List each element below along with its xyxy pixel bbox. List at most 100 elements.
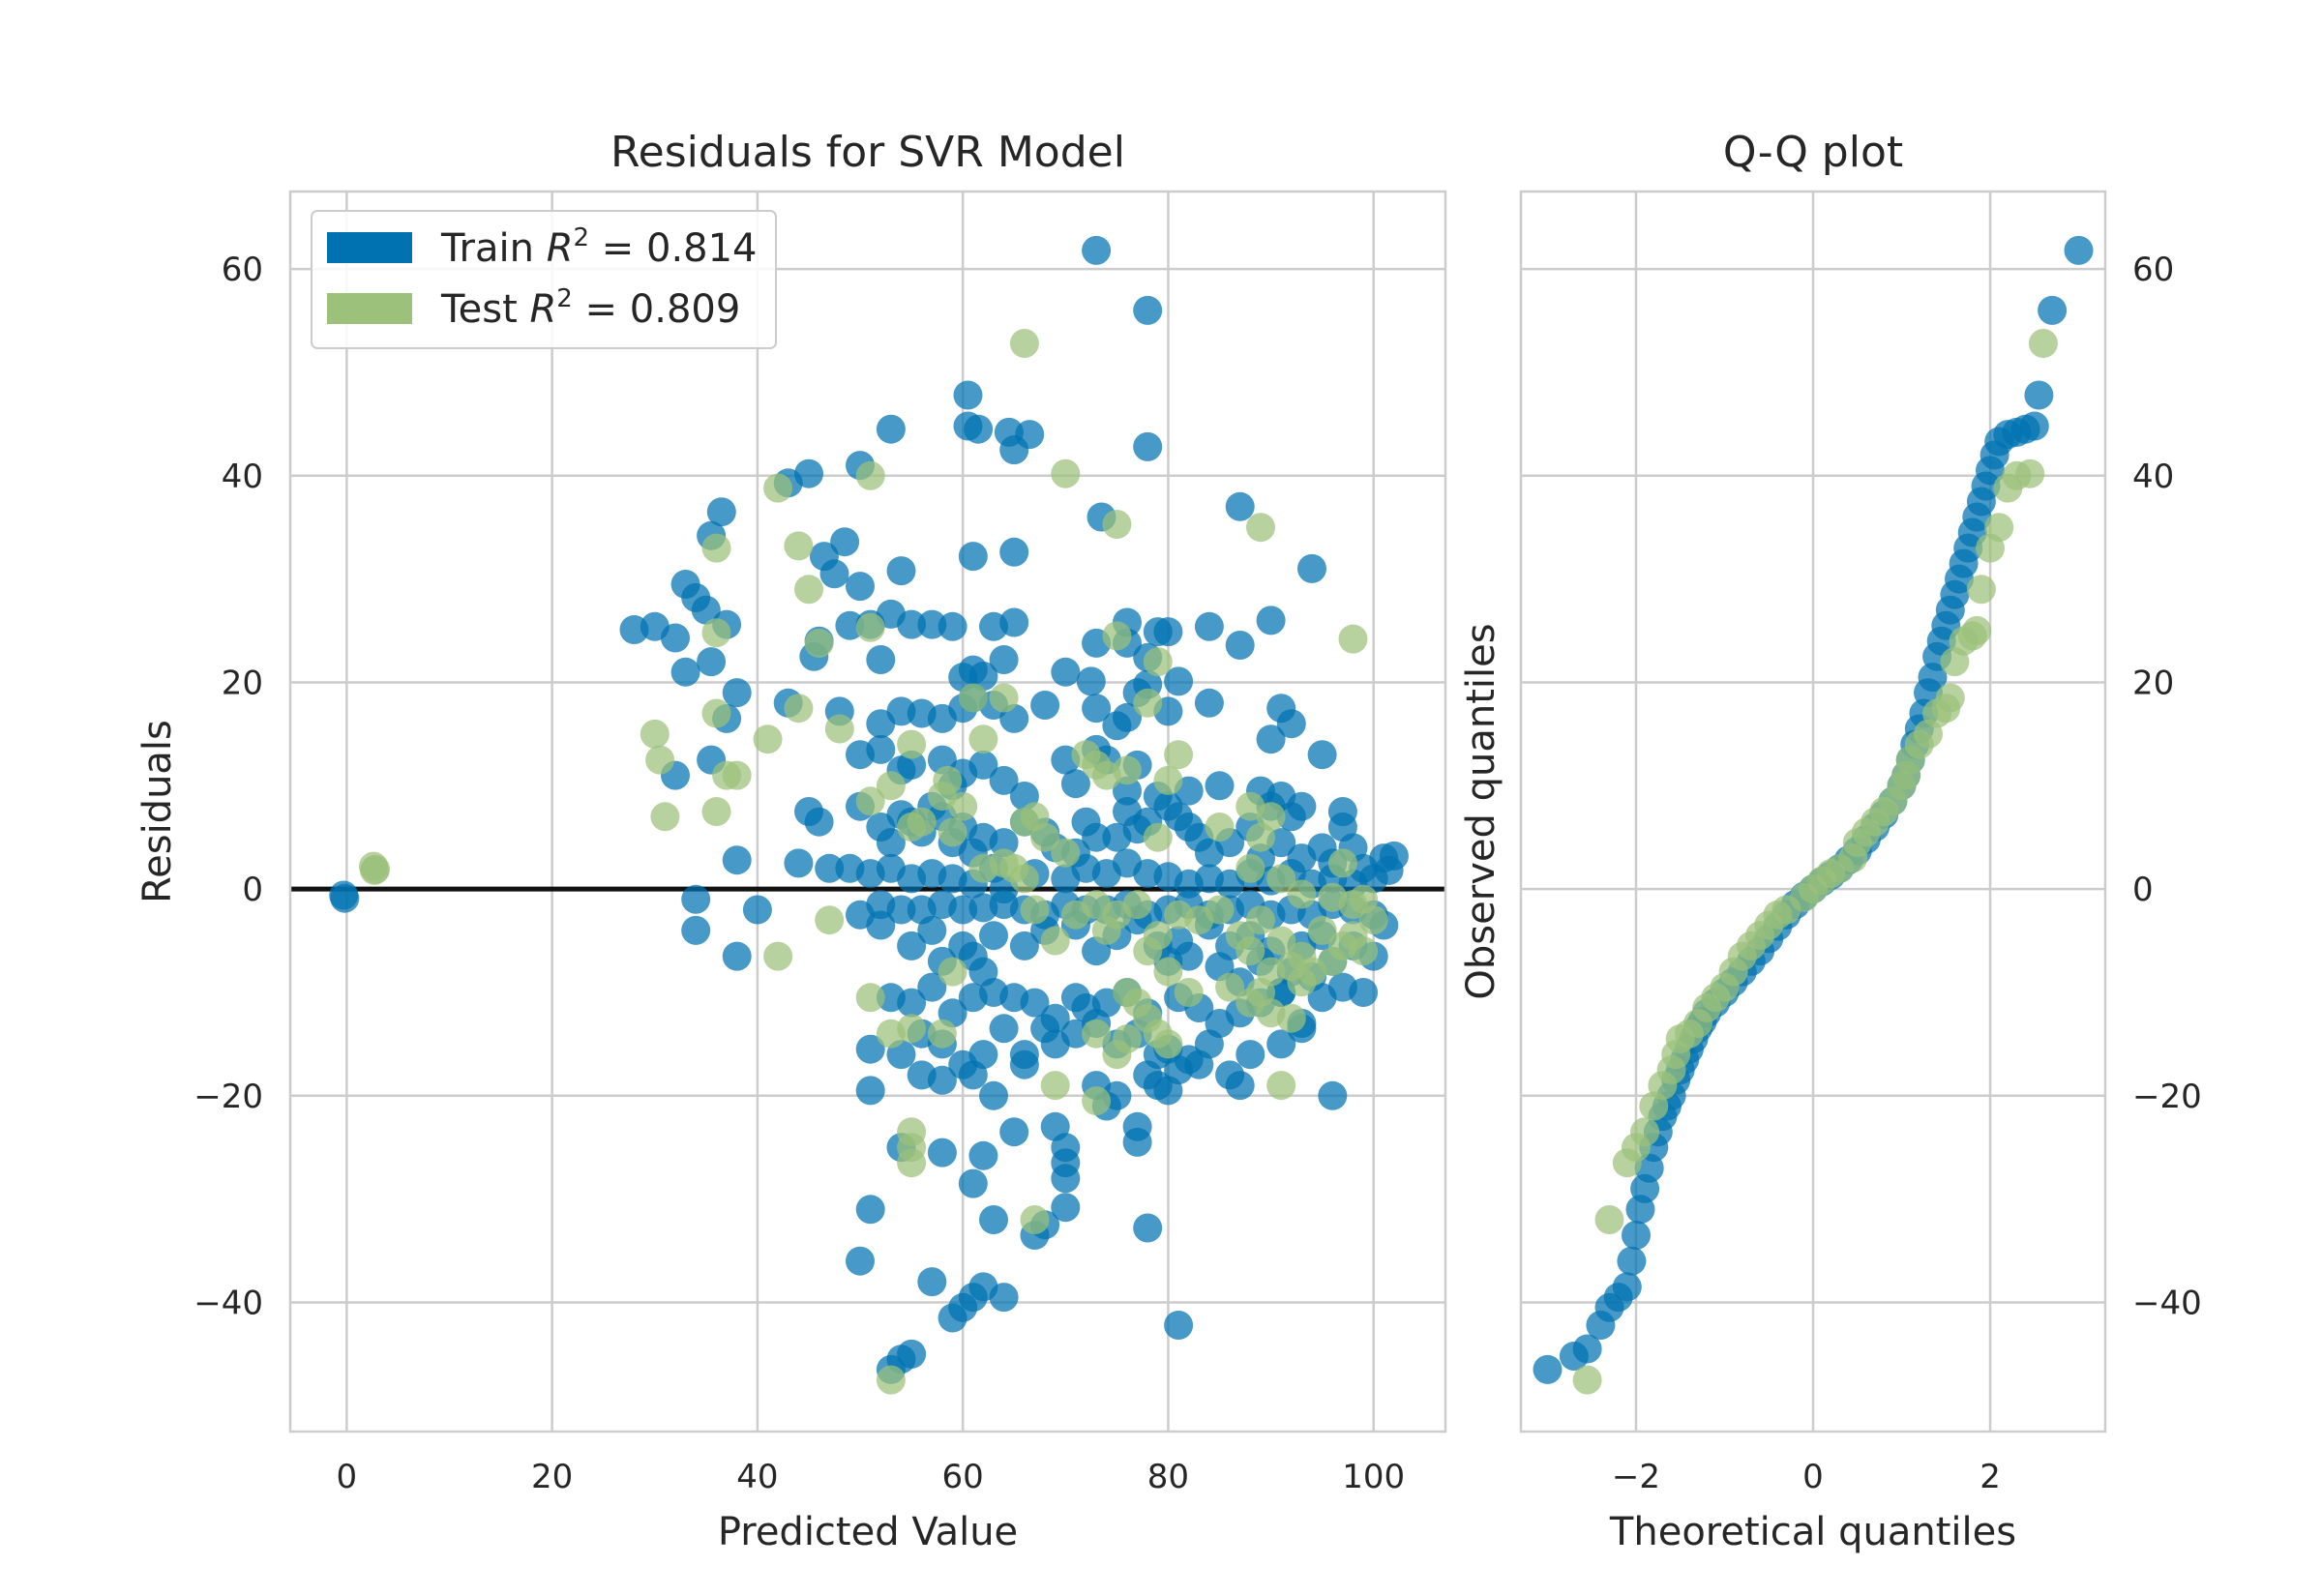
- res-train-point: [999, 537, 1029, 567]
- res-train-point: [989, 765, 1019, 795]
- res-train-point: [1307, 983, 1337, 1013]
- res-test-point: [1082, 1019, 1112, 1049]
- res-train-point: [722, 678, 752, 708]
- legend-swatch-test: [327, 293, 412, 324]
- res-train-point: [815, 853, 845, 883]
- res-train-point: [938, 1303, 968, 1333]
- res-train-point: [722, 941, 752, 971]
- res-test-point: [855, 612, 885, 642]
- qq-x-axis-label: Theoretical quantiles: [1609, 1510, 2016, 1554]
- res-train-point: [1060, 769, 1090, 799]
- res-train-point: [886, 895, 916, 925]
- res-train-point: [964, 414, 994, 444]
- res-test-point: [722, 760, 752, 790]
- qq-title: Q-Q plot: [1723, 128, 1903, 177]
- res-test-point: [948, 791, 978, 821]
- qq-plot-frame: [1519, 190, 2107, 1433]
- qq-x-tick-label: 2: [1980, 1458, 2001, 1496]
- res-train-point: [886, 556, 916, 586]
- qq-train-point: [2038, 295, 2068, 325]
- legend-label-test: Test R2 = 0.809: [440, 284, 740, 332]
- res-train-point: [866, 734, 896, 764]
- res-train-point: [1051, 657, 1081, 687]
- res-train-point: [1082, 822, 1112, 852]
- legend-label-train: Train R2 = 0.814: [440, 223, 758, 271]
- res-train-point: [1225, 1071, 1255, 1101]
- res-train-point: [1205, 771, 1235, 801]
- qq-y-tick-label: 0: [2132, 871, 2154, 909]
- qq-y-tick-label: 40: [2132, 458, 2174, 496]
- res-train-point: [1276, 709, 1306, 739]
- res-test-point: [1051, 458, 1081, 488]
- res-test-point: [1174, 978, 1204, 1007]
- qq-train-point: [1572, 1334, 1602, 1364]
- residuals-title: Residuals for SVR Model: [610, 128, 1125, 177]
- qq-test-point: [1630, 1117, 1660, 1147]
- res-train-point: [681, 884, 711, 914]
- res-test-point: [989, 683, 1019, 713]
- res-test-point: [815, 905, 845, 935]
- res-train-point: [989, 828, 1019, 858]
- res-train-point: [846, 1246, 875, 1276]
- res-test-point: [1287, 967, 1317, 997]
- res-train-point: [1318, 1080, 1348, 1110]
- res-train-point: [1184, 1049, 1214, 1079]
- res-train-point: [1194, 688, 1224, 718]
- res-train-point: [804, 807, 834, 837]
- res-test-point: [958, 683, 988, 713]
- res-train-point: [670, 657, 700, 687]
- qq-test-point: [1984, 513, 2014, 543]
- qq-y-tick-label: −20: [2132, 1078, 2202, 1116]
- res-y-tick-label: −40: [194, 1284, 263, 1322]
- res-test-point: [1009, 329, 1039, 358]
- res-train-point: [1297, 553, 1326, 583]
- residuals-points: [329, 235, 1409, 1395]
- res-train-point: [968, 750, 998, 780]
- res-test-point: [989, 848, 1019, 878]
- res-test-point: [701, 797, 731, 826]
- res-train-point: [819, 559, 849, 589]
- res-train-point: [1133, 295, 1163, 325]
- res-test-point: [1235, 936, 1265, 966]
- qq-points: [1533, 235, 2094, 1395]
- res-train-point: [855, 1034, 885, 1064]
- res-test-point: [645, 745, 675, 775]
- res-train-point: [953, 380, 983, 410]
- qq-y-tick-label: 60: [2132, 251, 2174, 289]
- res-train-point: [979, 921, 1008, 951]
- res-train-point: [1030, 691, 1060, 720]
- res-train-point: [691, 595, 721, 625]
- residuals-y-axis-label: Residuals: [135, 720, 180, 903]
- res-train-point: [876, 828, 906, 858]
- res-train-point: [968, 1140, 998, 1170]
- res-test-point: [938, 957, 968, 987]
- res-train-point: [1082, 694, 1112, 724]
- legend-box: [311, 210, 777, 349]
- residuals-x-axis-label: Predicted Value: [718, 1510, 1018, 1554]
- res-test-point: [1051, 838, 1081, 868]
- res-train-point: [897, 609, 927, 639]
- res-train-point: [1349, 978, 1379, 1007]
- res-train-point: [1164, 666, 1194, 696]
- res-train-point: [1076, 666, 1106, 696]
- res-test-point: [907, 807, 937, 837]
- res-x-tick-label: 100: [1342, 1458, 1405, 1496]
- res-train-point: [938, 611, 968, 641]
- res-test-point: [1287, 879, 1317, 909]
- res-test-point: [897, 1148, 927, 1178]
- res-train-point: [1194, 611, 1224, 641]
- res-test-point: [804, 628, 834, 658]
- res-train-point: [958, 1168, 988, 1198]
- res-test-point: [1266, 926, 1296, 956]
- res-y-tick-label: 40: [222, 458, 263, 496]
- qq-train-point: [2024, 380, 2054, 410]
- res-train-point: [917, 915, 947, 945]
- res-train-point: [1113, 702, 1142, 732]
- res-test-point: [927, 1019, 957, 1049]
- res-train-point: [989, 1014, 1019, 1044]
- res-train-point: [1009, 931, 1039, 961]
- res-train-point: [1174, 941, 1204, 971]
- residuals-x-tick-labels: 0 20 40 60 80 100: [337, 1458, 1406, 1496]
- res-x-tick-label: 80: [1147, 1458, 1189, 1496]
- res-train-point: [855, 1195, 885, 1225]
